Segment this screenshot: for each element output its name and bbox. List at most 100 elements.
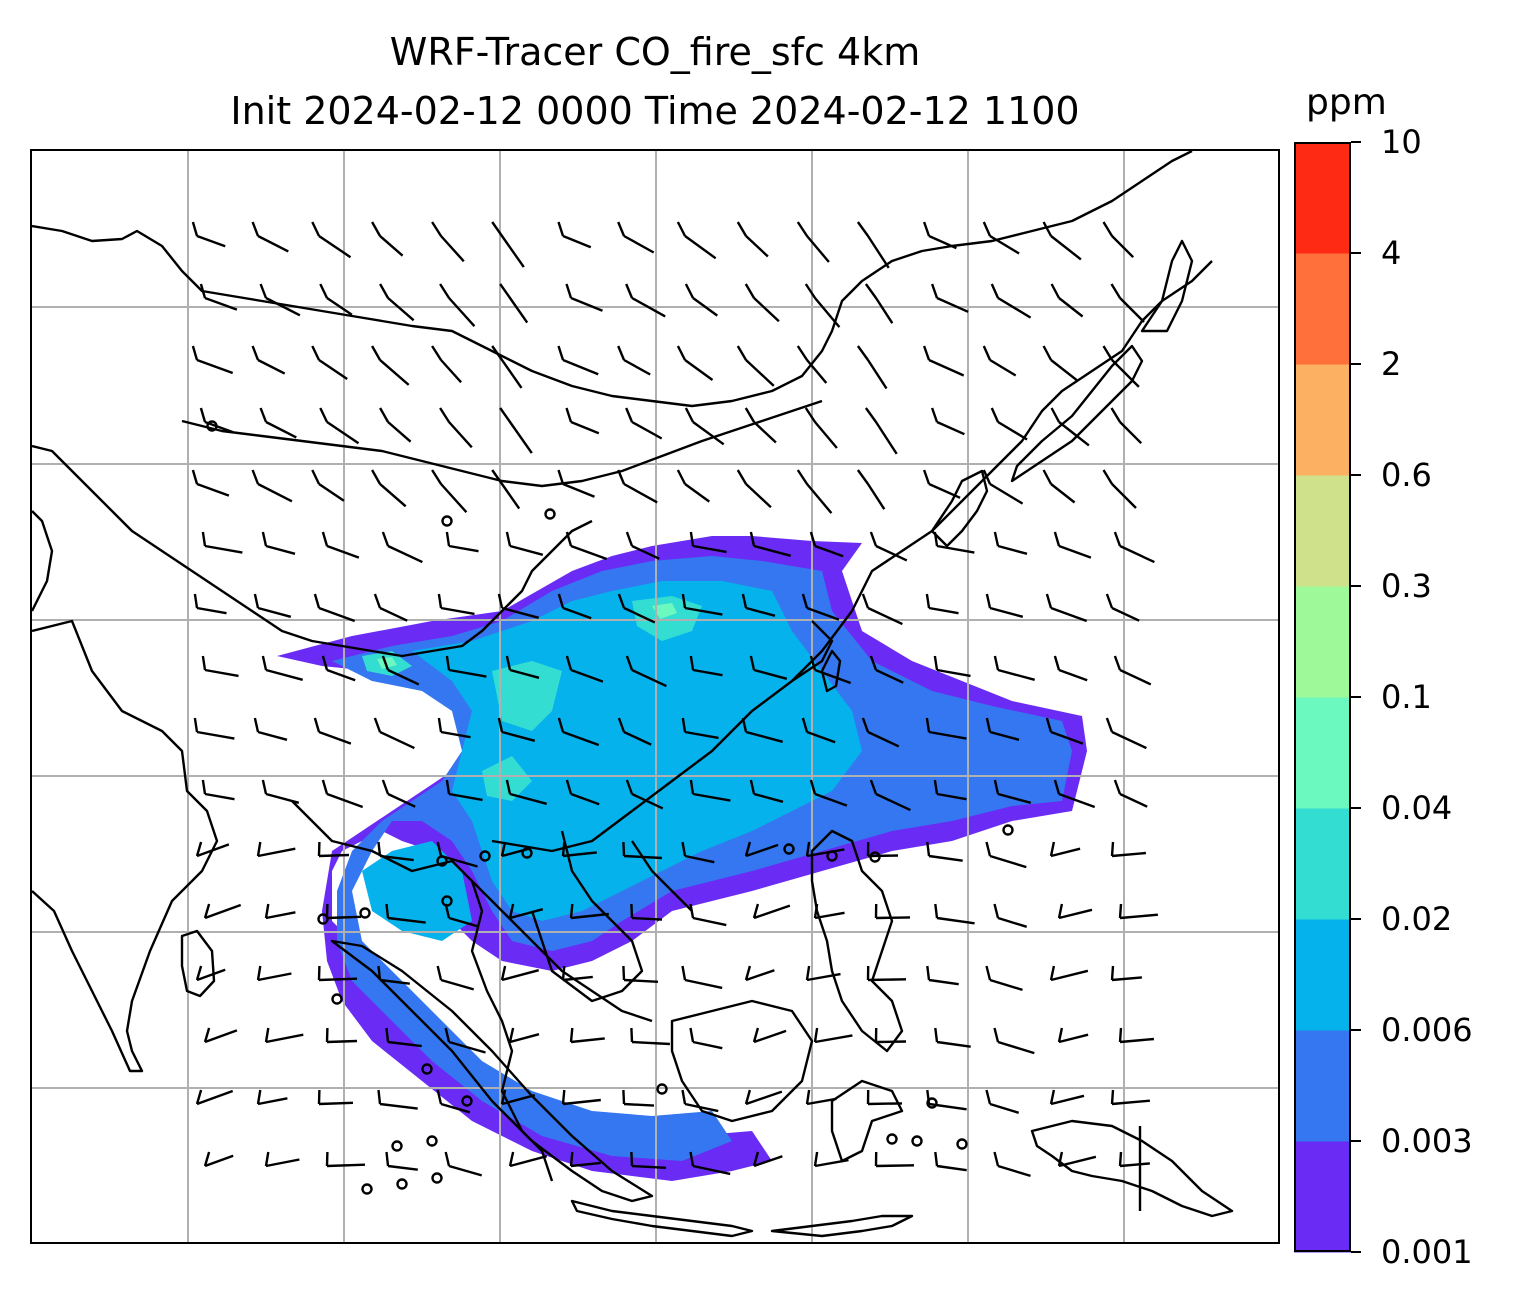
wind-barb bbox=[993, 1151, 1031, 1178]
wind-barb bbox=[689, 903, 727, 927]
wind-barb bbox=[933, 531, 975, 554]
wind-barb bbox=[985, 965, 1023, 992]
colorbar-band bbox=[1294, 1030, 1351, 1142]
wind-barb bbox=[1045, 593, 1088, 623]
wind-barb bbox=[805, 1089, 837, 1106]
wind-barb bbox=[439, 407, 473, 449]
wind-barb bbox=[500, 1089, 536, 1106]
wind-barb bbox=[191, 221, 226, 248]
wind-barb bbox=[508, 903, 544, 920]
wind-barb bbox=[752, 903, 791, 920]
wind-barb bbox=[1053, 531, 1092, 559]
wind-barb bbox=[930, 283, 969, 313]
wind-barb bbox=[499, 283, 529, 324]
wind-barb bbox=[508, 1027, 540, 1044]
wind-barb bbox=[1049, 841, 1081, 858]
wind-barb bbox=[617, 593, 656, 624]
wind-barb bbox=[381, 531, 423, 564]
coastline-lesser-sunda bbox=[770, 1214, 914, 1238]
wind-barb bbox=[569, 903, 609, 920]
colorbar-tick-label: 0.02 bbox=[1381, 900, 1453, 938]
wind-barb bbox=[251, 221, 289, 253]
wind-barb bbox=[617, 717, 652, 746]
coastline-taiwan bbox=[820, 649, 842, 693]
chart-subtitle: Init 2024-02-12 0000 Time 2024-02-12 110… bbox=[230, 89, 1080, 133]
wind-barb bbox=[805, 965, 841, 982]
wind-barb bbox=[933, 779, 967, 801]
wind-barb bbox=[191, 469, 230, 497]
wind-barb bbox=[505, 779, 548, 805]
wind-barb bbox=[381, 655, 420, 686]
wind-barb bbox=[436, 841, 478, 868]
wind-barb bbox=[444, 1151, 483, 1177]
wind-barb bbox=[431, 469, 468, 514]
wind-barb bbox=[1057, 1151, 1097, 1168]
coastline-india bbox=[32, 619, 219, 1073]
wind-barb bbox=[1118, 1027, 1155, 1044]
wind-barb bbox=[874, 1151, 915, 1168]
wind-barb bbox=[381, 779, 416, 808]
wind-barb bbox=[926, 841, 963, 862]
wind-barb bbox=[752, 1027, 787, 1044]
wind-barb bbox=[317, 1089, 354, 1106]
wind-barb bbox=[741, 593, 776, 617]
calm-wind-circle bbox=[391, 1140, 403, 1152]
wind-barb bbox=[676, 345, 714, 381]
colorbar-tick-label: 0.04 bbox=[1381, 789, 1453, 827]
wind-barb bbox=[431, 345, 462, 384]
wind-barb bbox=[869, 779, 911, 812]
wind-barb bbox=[993, 1027, 1035, 1055]
wind-barb bbox=[749, 655, 788, 680]
wind-barb bbox=[752, 1151, 783, 1168]
wind-barb bbox=[319, 283, 353, 316]
wind-barb bbox=[385, 903, 426, 924]
wind-barb bbox=[321, 779, 364, 809]
wind-barb bbox=[565, 407, 600, 435]
colorbar-tick-label: 0.6 bbox=[1381, 456, 1432, 494]
coastline-japan bbox=[1010, 239, 1194, 483]
wind-barb bbox=[1049, 965, 1089, 982]
wind-barb bbox=[437, 593, 475, 616]
calm-wind-circle bbox=[521, 847, 533, 859]
wind-barb bbox=[1050, 283, 1084, 318]
wind-barb bbox=[796, 469, 833, 514]
coastline-sulawesi bbox=[830, 1079, 904, 1163]
colorbar-tick-label: 0.003 bbox=[1381, 1122, 1473, 1160]
wind-barb bbox=[630, 903, 663, 921]
calm-wind-circle bbox=[359, 907, 371, 919]
wind-barb bbox=[985, 841, 1027, 869]
wind-barb bbox=[744, 407, 777, 444]
wind-barb bbox=[982, 469, 1024, 505]
wind-barb bbox=[444, 1027, 486, 1054]
wind-barb bbox=[261, 655, 304, 681]
coastline-srilanka bbox=[180, 929, 216, 998]
wind-barb bbox=[565, 283, 603, 312]
colorbar-tick-label: 4 bbox=[1381, 234, 1402, 272]
wind-barbs bbox=[191, 221, 1159, 1195]
wind-barb bbox=[373, 717, 415, 750]
wind-barb bbox=[445, 779, 483, 802]
wind-barb bbox=[1118, 903, 1159, 920]
wind-barb bbox=[497, 593, 540, 619]
colorbar-band bbox=[1294, 253, 1351, 365]
wind-barb bbox=[1049, 1089, 1085, 1106]
wind-barb bbox=[256, 965, 292, 982]
wind-barb bbox=[922, 221, 957, 250]
wind-barb bbox=[736, 345, 775, 387]
border-southeast-asia bbox=[471, 880, 653, 1023]
wind-barb bbox=[191, 345, 234, 375]
colorbar-tick-label: 0.1 bbox=[1381, 678, 1432, 716]
wind-barb bbox=[866, 841, 899, 858]
calm-wind-circle bbox=[783, 843, 795, 855]
wind-barb bbox=[1118, 1151, 1151, 1168]
wind-barb bbox=[622, 1089, 655, 1107]
calm-wind-circle bbox=[869, 851, 881, 863]
wind-barb bbox=[195, 965, 226, 982]
wind-barb bbox=[990, 283, 1032, 319]
wind-barb bbox=[565, 655, 604, 683]
wind-barb bbox=[199, 283, 238, 311]
wind-barb bbox=[251, 469, 293, 503]
wind-barb bbox=[385, 1027, 422, 1048]
wind-barb bbox=[1050, 407, 1090, 447]
wind-barb bbox=[251, 345, 286, 375]
